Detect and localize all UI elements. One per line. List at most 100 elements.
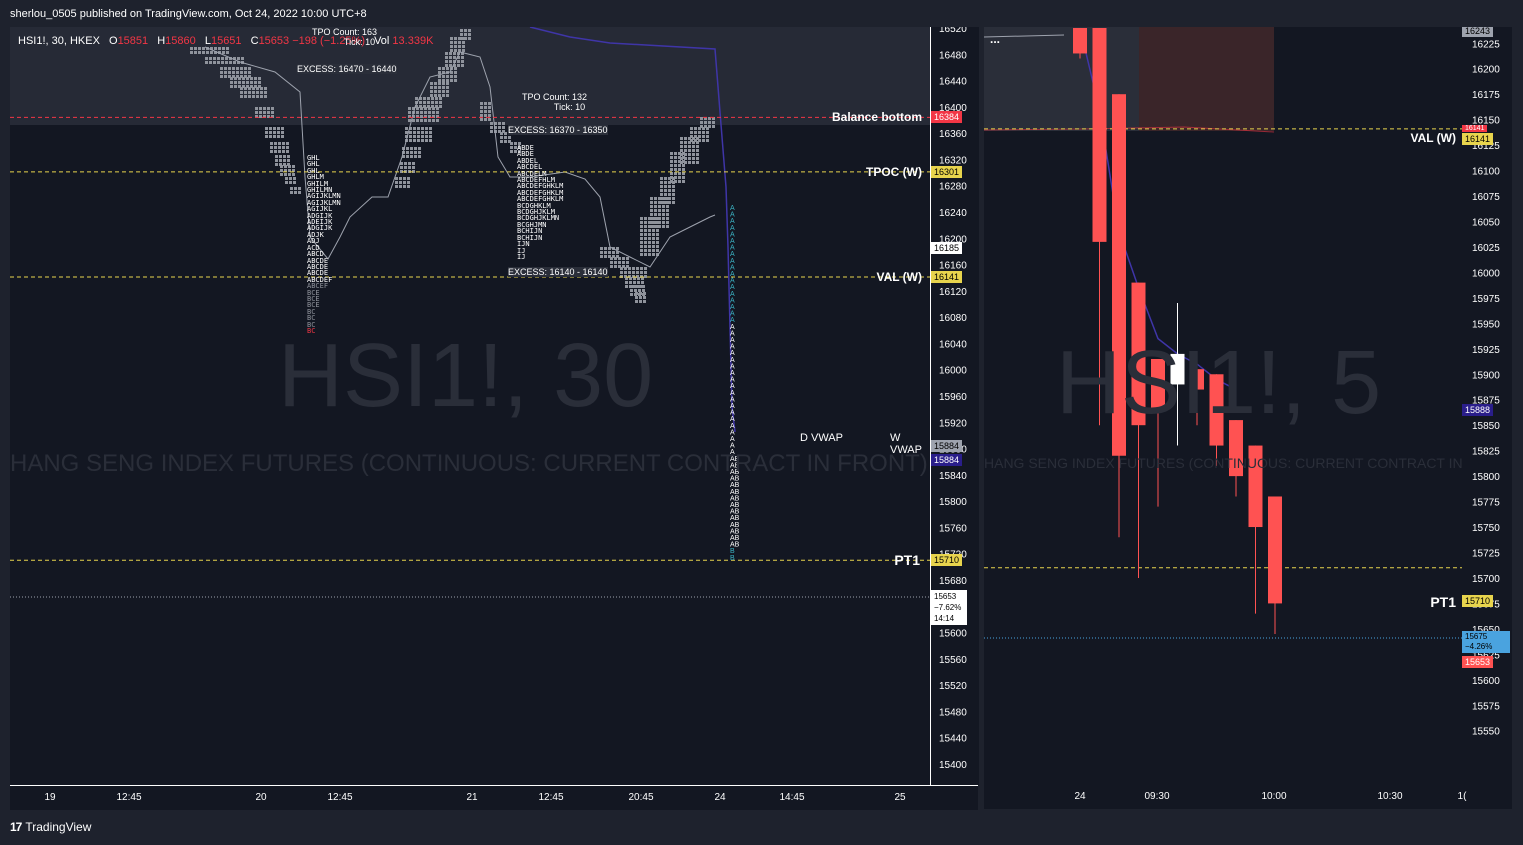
y-tick-left-24: 15560 — [939, 655, 967, 666]
low-label: L — [204, 35, 211, 47]
price-axis-right[interactable]: 16225 16200 16175 16150 16125 16100 16075 16050… — [1462, 27, 1512, 785]
tpo-tick-2: Tick: 10 — [553, 102, 586, 112]
tpoc-w-tag: 16301 — [931, 166, 963, 178]
tpo-letter: B — [730, 548, 735, 555]
close-value: 15653 — [258, 35, 290, 47]
tpo-letter: A — [730, 231, 735, 238]
y-tick-right-20: 15725 — [1472, 548, 1500, 559]
tpo-row: BCHIJN — [517, 233, 543, 242]
x-tick-left-4: 21 — [466, 792, 478, 803]
candle-3[interactable] — [1131, 282, 1146, 578]
tpo-row: ADGIJK — [307, 224, 333, 233]
y-tick-left-4: 16360 — [939, 129, 967, 140]
x-tick-right-4: 1( — [1457, 791, 1467, 802]
tpo-row: ADEIJK — [307, 218, 333, 227]
x-tick-left-9: 25 — [894, 792, 906, 803]
tpo-chart-pane[interactable]: A A A A A A A A A A A A A A A A A A A A A A A A A A A A A A A A A A A A A A AB… — [10, 27, 930, 785]
y-tick-right-10: 15975 — [1472, 294, 1500, 305]
y-tick-left-25: 15520 — [939, 681, 967, 692]
y-tick-left-28: 15400 — [939, 760, 967, 771]
tpo-letter: AB — [730, 476, 740, 483]
y-tick-left-14: 15960 — [939, 392, 967, 403]
tpo-letters-session-2: ABDE ABDE ABDEL ABCDEL ABCDELM ABCDEFHLM ABCDE… — [517, 144, 564, 260]
x-tick-left-5: 12:45 — [538, 792, 564, 803]
tpo-letter: A — [730, 317, 735, 324]
price-axis-left[interactable]: 16520 16480 16440 16400 16360 16320 16280 16240… — [930, 27, 979, 785]
tpo-letter: A — [730, 443, 735, 450]
tpo-block-36 — [670, 152, 685, 183]
y-tick-left-8: 16200 — [939, 234, 967, 245]
candle-5[interactable] — [1170, 302, 1185, 446]
tradingview-logo[interactable]: 17 TradingView — [10, 820, 91, 834]
tpo-block-32 — [635, 292, 646, 303]
tpo-block-38 — [690, 127, 709, 142]
y-tick-right-11: 15950 — [1472, 319, 1500, 330]
tpo-row: ABCDELM — [517, 169, 547, 178]
balance-bottom-label: Balance bottom — [831, 110, 922, 124]
val-w-label-right: VAL (W) — [1410, 131, 1456, 145]
tpo-letter: A — [730, 370, 735, 377]
w-vwap-tag: 15884 — [931, 454, 963, 466]
y-tick-left-2: 16440 — [939, 77, 967, 88]
tpo-letter: A — [730, 304, 735, 311]
y-tick-right-17: 15800 — [1472, 472, 1500, 483]
tpo-letter: A — [730, 377, 735, 384]
candle-0[interactable] — [1073, 28, 1087, 59]
tpo-letter-column: AAAAAAAAAAAAAAAAAAAAAAAAAAAAAAAAAAAAAAAB… — [730, 205, 740, 562]
time-axis-right[interactable]: 24 09:30 10:00 10:30 1( — [984, 785, 1512, 809]
tpo-letter: A — [730, 416, 735, 423]
tpo-row: ABCDEFGHKLM — [517, 195, 564, 204]
y-tick-left-3: 16400 — [939, 103, 967, 114]
x-tick-left-2: 20 — [255, 792, 267, 803]
tpo-row: ABCDEFHLM — [517, 176, 555, 185]
tpo-row: BCHIJN — [517, 227, 543, 236]
level-lines — [10, 116, 930, 561]
excess-label-2: EXCESS: 16370 - 16350 — [508, 125, 608, 135]
tpo-letter: A — [730, 410, 735, 417]
candle-4[interactable] — [1151, 358, 1165, 507]
y-tick-right-7: 16050 — [1472, 218, 1500, 229]
more-options-icon[interactable]: ... — [990, 32, 1001, 46]
tpo-info-box-2: TPO Count: 132 Tick: 10 — [522, 92, 587, 112]
y-tick-right-4: 16125 — [1472, 141, 1500, 152]
tpo-row: BCDGHKLM — [517, 201, 551, 210]
tpo-letter: A — [730, 324, 735, 331]
candle-9[interactable] — [1248, 445, 1263, 614]
candle-7[interactable] — [1209, 374, 1224, 466]
time-axis-left[interactable]: 19 12:45 20 12:45 21 12:45 20:45 24 14:45 25 — [10, 785, 930, 810]
candle-6[interactable] — [1190, 358, 1204, 426]
y-tick-right-15: 15850 — [1472, 421, 1500, 432]
balance-zone — [10, 27, 930, 125]
y-tick-right-8: 16025 — [1472, 243, 1500, 254]
y-tick-right-26: 15575 — [1472, 701, 1500, 712]
close-label: C — [250, 35, 259, 47]
tpo-letter: AB — [730, 535, 740, 542]
tpoc-w-label: TPOC (W) — [866, 165, 922, 179]
tpo-row: GHLM — [307, 173, 324, 182]
tpo-letter: AB — [730, 482, 740, 489]
x-tick-right-0: 24 — [1074, 791, 1086, 802]
candle-2[interactable] — [1112, 94, 1126, 538]
tpo-letter: B — [730, 555, 735, 562]
candle-10[interactable] — [1268, 496, 1282, 634]
tpo-block-26 — [510, 142, 521, 153]
y-tick-left-26: 15480 — [939, 707, 967, 718]
tpo-letter: A — [730, 357, 735, 364]
tpo-block-10 — [285, 177, 296, 184]
tpo-row: BC — [307, 314, 316, 323]
candle-8[interactable] — [1229, 420, 1243, 497]
tpo-letter: A — [730, 258, 735, 265]
candle-chart-pane[interactable]: HSI1!, 5 HANG SENG INDEX FUTURES (CONTIN… — [984, 27, 1462, 785]
tpo-row: ABCDEFGHKLM — [517, 188, 564, 197]
candle-1[interactable] — [1092, 28, 1107, 426]
tpo-block-7 — [270, 142, 289, 153]
y-tick-right-24: 15625 — [1472, 650, 1500, 661]
bearish-zone-right — [1139, 27, 1274, 131]
symbol-legend[interactable]: HSI1!, 30, HKEX O15851 H15860 L15651 C15… — [18, 35, 433, 47]
tpo-letter: AB — [730, 542, 740, 549]
tpo-row: ABDE — [517, 144, 534, 152]
pt1-tag-right: 15710 — [1462, 595, 1494, 607]
last-price-change: −7.62% — [934, 603, 962, 612]
tpo-block-13 — [400, 162, 415, 173]
tpo-row: BCDGHJKLM — [517, 208, 555, 217]
